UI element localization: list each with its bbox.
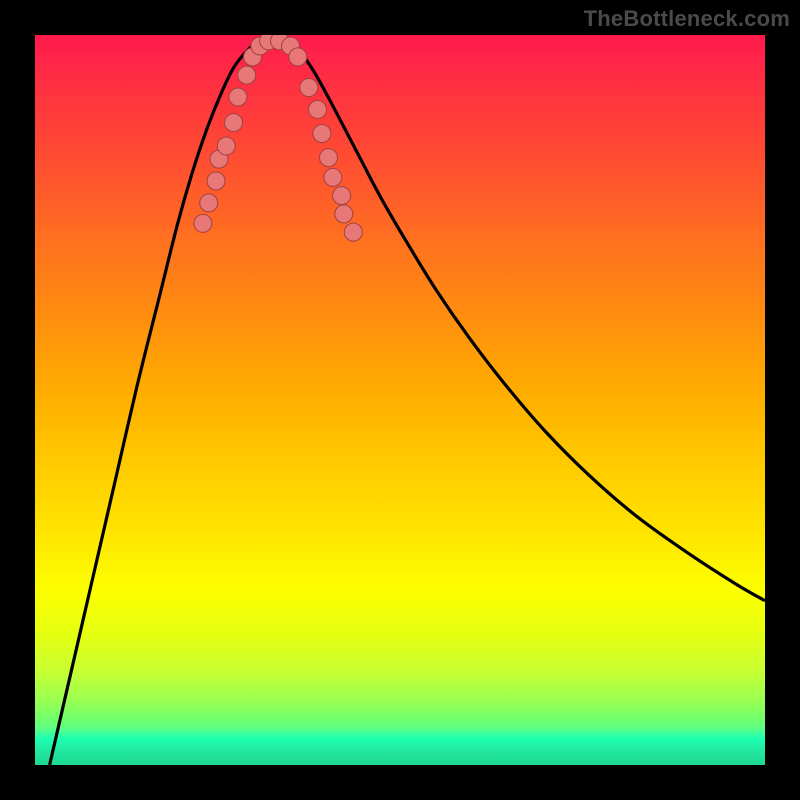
data-marker	[238, 66, 256, 84]
data-marker	[200, 194, 218, 212]
data-marker	[229, 88, 247, 106]
data-marker	[225, 114, 243, 132]
watermark-text: TheBottleneck.com	[584, 6, 790, 32]
data-marker	[335, 205, 353, 223]
data-marker	[289, 48, 307, 66]
curve-layer	[35, 35, 765, 765]
data-marker	[319, 149, 337, 167]
data-marker	[217, 137, 235, 155]
data-markers	[194, 35, 362, 241]
data-marker	[300, 79, 318, 97]
data-marker	[324, 168, 342, 186]
data-marker	[313, 125, 331, 143]
data-marker	[207, 172, 225, 190]
bottleneck-curve	[50, 37, 765, 765]
data-marker	[333, 187, 351, 205]
chart-frame: TheBottleneck.com	[0, 0, 800, 800]
plot-area	[35, 35, 765, 765]
data-marker	[194, 214, 212, 232]
data-marker	[344, 223, 362, 241]
data-marker	[309, 100, 327, 118]
